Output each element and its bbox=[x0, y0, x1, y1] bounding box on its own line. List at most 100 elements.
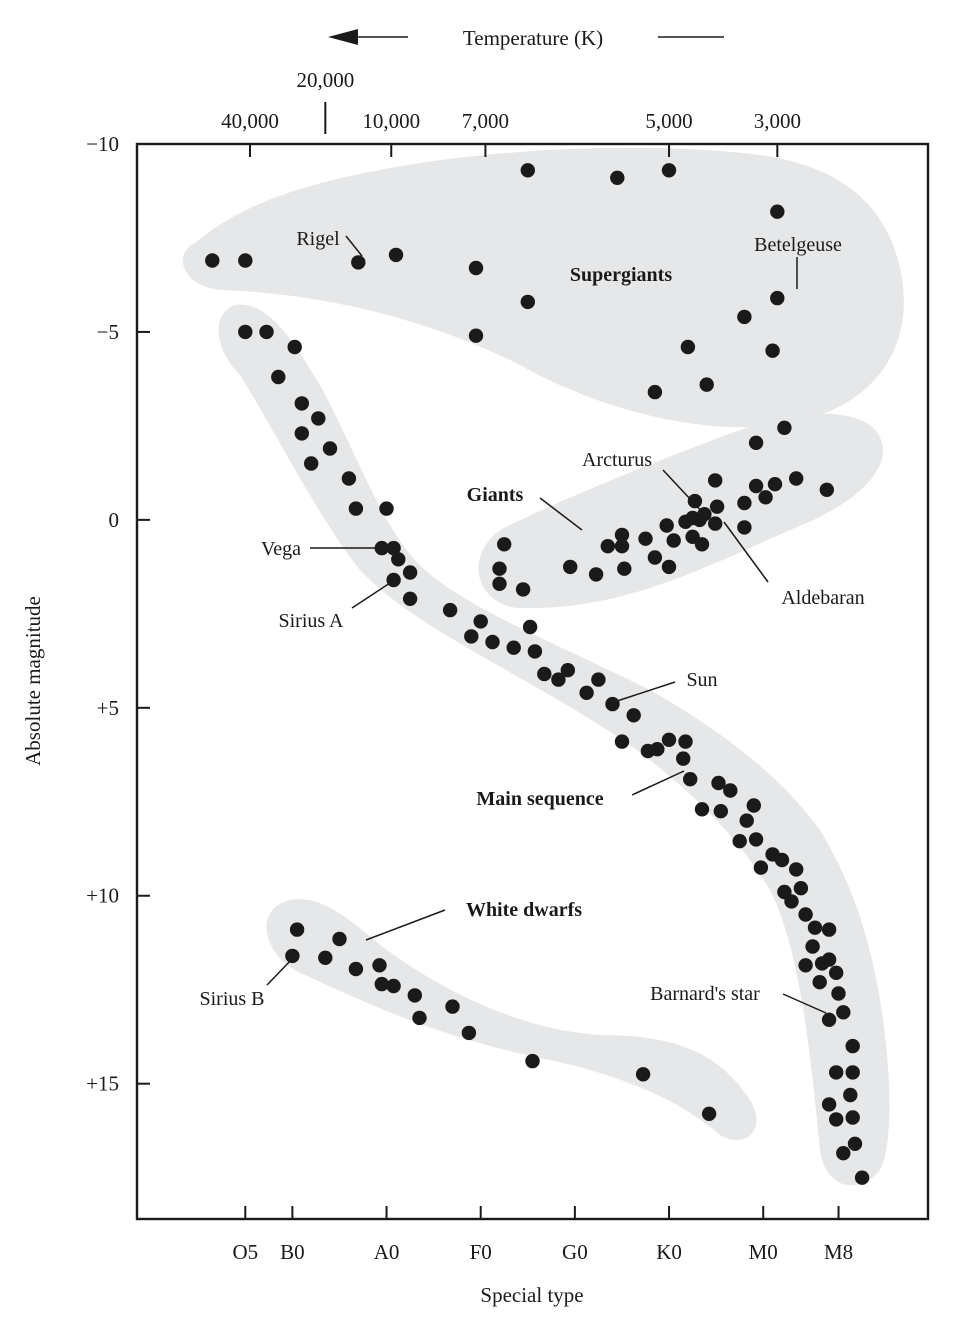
star-point bbox=[661, 163, 677, 178]
vega-label: Vega bbox=[261, 538, 301, 560]
star-point bbox=[748, 435, 764, 450]
star-point bbox=[711, 775, 726, 791]
temperature-tick-label: 7,000 bbox=[462, 109, 509, 133]
star-point bbox=[591, 672, 606, 687]
star-point bbox=[737, 495, 752, 511]
star-point bbox=[289, 922, 305, 937]
giants-label: Giants bbox=[467, 484, 524, 506]
star-point bbox=[798, 958, 813, 973]
star-point bbox=[311, 411, 326, 426]
star-point bbox=[617, 561, 632, 576]
star-point bbox=[588, 567, 604, 582]
star-point bbox=[680, 339, 696, 355]
star-point bbox=[402, 565, 418, 580]
star-point bbox=[687, 493, 703, 509]
star-point bbox=[694, 802, 710, 817]
x-axis-title: Special type bbox=[480, 1283, 583, 1307]
barnards-star-label: Barnard's star bbox=[650, 983, 760, 1005]
star-point bbox=[854, 1170, 870, 1185]
series-giants bbox=[492, 420, 834, 597]
star-point bbox=[391, 552, 406, 567]
star-point bbox=[386, 540, 401, 556]
sirius-b-leader bbox=[266, 956, 295, 986]
rigel-label: Rigel bbox=[296, 228, 340, 250]
star-point bbox=[713, 804, 728, 819]
white-dwarfs-leader bbox=[365, 909, 446, 941]
star-point bbox=[412, 1010, 427, 1026]
star-point bbox=[238, 324, 253, 340]
temperature-tick-label: 3,000 bbox=[754, 109, 801, 133]
star-point bbox=[789, 862, 804, 877]
x-tick-label: O5 bbox=[232, 1240, 258, 1264]
y-tick-label: −10 bbox=[86, 132, 119, 156]
star-point bbox=[737, 309, 752, 325]
star-point bbox=[737, 520, 752, 535]
x-tick-label: G0 bbox=[562, 1240, 588, 1264]
star-point bbox=[388, 247, 404, 263]
star-point bbox=[709, 499, 725, 514]
star-point bbox=[259, 324, 274, 340]
star-point bbox=[701, 1106, 717, 1122]
star-point bbox=[485, 634, 500, 650]
arcturus-label: Arcturus bbox=[582, 449, 652, 471]
x-axis-ticks: O5 B0 A0 F0 G0 K0 M0 M8 bbox=[232, 1206, 853, 1264]
star-point bbox=[821, 922, 837, 937]
star-point bbox=[318, 950, 333, 965]
star-point bbox=[379, 501, 394, 516]
star-point bbox=[374, 976, 389, 992]
star-point bbox=[372, 958, 387, 973]
temperature-arrow bbox=[328, 29, 724, 45]
star-point bbox=[614, 539, 630, 554]
x-tick-label: M0 bbox=[749, 1240, 778, 1264]
star-point bbox=[746, 798, 761, 813]
star-point bbox=[765, 343, 780, 358]
region-shapes bbox=[182, 147, 904, 1186]
x-tick-label: F0 bbox=[470, 1240, 492, 1264]
star-point bbox=[807, 920, 823, 935]
star-point bbox=[522, 619, 538, 635]
star-point bbox=[614, 734, 630, 749]
star-point bbox=[492, 561, 507, 576]
y-axis-ticks: −10 −5 0 +5 +10 +15 bbox=[86, 132, 150, 1096]
temperature-tick-label: 5,000 bbox=[645, 109, 692, 133]
rigel-leader bbox=[345, 235, 363, 257]
star-point bbox=[386, 572, 401, 588]
star-point bbox=[708, 516, 723, 531]
star-point bbox=[294, 426, 309, 441]
giants-leader bbox=[539, 497, 583, 531]
star-point bbox=[515, 582, 531, 597]
temperature-axis-ticks: 40,000 20,000 10,000 7,000 5,000 3,000 bbox=[221, 68, 801, 157]
star-point bbox=[647, 550, 663, 565]
star-point bbox=[829, 1065, 844, 1080]
main-sequence-region bbox=[218, 304, 890, 1186]
star-point bbox=[845, 1110, 860, 1125]
x-tick-label: A0 bbox=[374, 1240, 400, 1264]
star-point bbox=[683, 772, 698, 787]
star-point bbox=[659, 518, 674, 533]
star-point bbox=[748, 832, 764, 847]
star-point bbox=[821, 1012, 837, 1027]
star-point bbox=[468, 328, 484, 343]
x-tick-label: K0 bbox=[656, 1240, 682, 1264]
sirius-b-label: Sirius B bbox=[199, 988, 264, 1010]
star-point bbox=[464, 629, 479, 644]
star-point bbox=[812, 975, 827, 990]
x-tick-label: B0 bbox=[280, 1240, 305, 1264]
star-point bbox=[661, 732, 677, 747]
star-point bbox=[294, 396, 309, 411]
star-point bbox=[753, 860, 769, 875]
x-tick-label: M8 bbox=[824, 1240, 853, 1264]
temperature-axis-title: Temperature (K) bbox=[463, 26, 603, 50]
star-point bbox=[793, 881, 809, 896]
star-point bbox=[829, 965, 844, 980]
star-point bbox=[520, 294, 535, 310]
star-point bbox=[285, 948, 300, 964]
star-point bbox=[304, 456, 319, 471]
y-tick-label: 0 bbox=[109, 508, 120, 532]
star-point bbox=[843, 1087, 858, 1103]
star-point bbox=[774, 852, 790, 868]
star-point bbox=[666, 533, 681, 548]
star-point bbox=[287, 339, 302, 355]
star-point bbox=[836, 1146, 851, 1161]
star-point bbox=[626, 708, 641, 723]
